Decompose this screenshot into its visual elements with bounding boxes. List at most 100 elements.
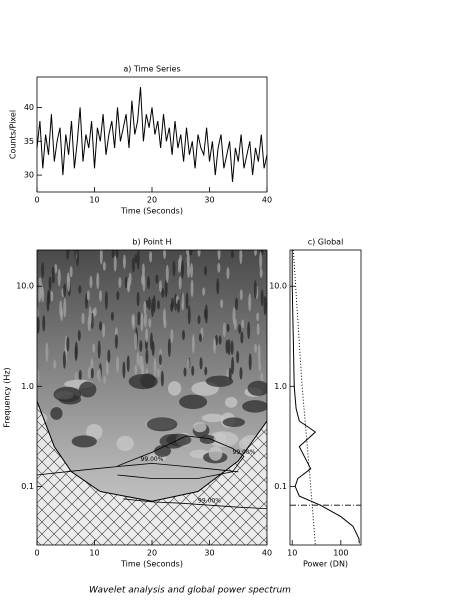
global-spectrum	[291, 250, 360, 544]
wavelet-streak	[162, 308, 166, 326]
x-tick-label: 20	[147, 549, 157, 558]
wavelet-streak	[113, 255, 117, 272]
wavelet-streak	[115, 250, 119, 258]
wavelet-streak	[114, 327, 118, 337]
wavelet-streak	[260, 289, 264, 307]
wavelet-streak	[185, 292, 189, 310]
wavelet-streak	[116, 291, 120, 300]
significance-contour	[37, 462, 239, 476]
wavelet-streak	[86, 290, 90, 301]
wavelet-blob	[193, 422, 207, 433]
wavelet-streak	[57, 268, 61, 287]
wavelet-streak	[99, 321, 103, 331]
wavelet-streak	[235, 297, 239, 311]
wavelet-streak	[213, 337, 217, 354]
x-tick-label: 100	[333, 549, 348, 558]
wavelet-streak	[141, 274, 145, 286]
wavelet-streak	[51, 273, 55, 284]
wavelet-streak	[258, 360, 262, 372]
wavelet-streak	[190, 279, 194, 298]
wavelet-streak	[41, 261, 45, 279]
wavelet-streak	[148, 318, 152, 328]
wavelet-streak	[37, 369, 40, 385]
wavelet-streak	[177, 299, 181, 313]
wavelet-streak	[81, 312, 85, 325]
wavelet-streak	[92, 343, 96, 353]
wavelet-streak	[163, 250, 167, 260]
wavelet-streak	[241, 319, 245, 329]
wavelet-streak	[107, 349, 111, 363]
wavelet-streak	[99, 250, 103, 265]
wavelet-streak	[259, 268, 263, 278]
wavelet-blob	[50, 407, 63, 420]
wavelet-streak	[143, 301, 147, 314]
wavelet-streak	[122, 254, 126, 269]
wavelet-streak	[227, 339, 231, 356]
wavelet-streak	[178, 276, 182, 290]
wavelet-streak	[136, 250, 140, 270]
wavelet-streak	[239, 250, 243, 265]
wavelet-streak	[67, 275, 71, 292]
wavelet-streak	[191, 365, 195, 376]
wavelet-streak	[204, 266, 208, 276]
caption: Wavelet analysis and global power spectr…	[89, 586, 291, 596]
wavelet-streak	[187, 305, 191, 325]
wavelet-streak	[230, 340, 234, 356]
wavelet-streak	[253, 250, 257, 257]
y-axis-label: Counts/Pixel	[9, 110, 18, 159]
wavelet-streak	[111, 250, 115, 258]
y-tick-label: 0.1	[21, 482, 34, 491]
wavelet-blob	[242, 400, 267, 413]
wavelet-streak	[63, 283, 67, 297]
wavelet-streak	[50, 290, 54, 302]
wavelet-streak	[186, 250, 190, 256]
cone-of-influence	[37, 401, 267, 502]
y-tick-label: 10.0	[269, 282, 287, 291]
wavelet-blob	[222, 417, 245, 428]
x-axis-label: Time (Seconds)	[120, 207, 183, 216]
x-axis-label: Time (Seconds)	[120, 560, 183, 569]
wavelet-streak	[147, 276, 151, 289]
wavelet-streak	[124, 276, 128, 289]
wavelet-streak	[45, 342, 49, 363]
wavelet-blob	[247, 380, 267, 396]
wavelet-streak	[78, 285, 82, 294]
wavelet-image	[37, 250, 267, 545]
wavelet-streak	[147, 296, 151, 311]
wavelet-streak	[155, 274, 159, 284]
wavelet-blob	[146, 417, 178, 432]
y-tick-label: 1.0	[274, 382, 287, 391]
wavelet-blob	[71, 435, 97, 448]
wavelet-streak	[232, 306, 236, 325]
wavelet-streak	[247, 321, 251, 340]
wavelet-blob	[53, 386, 82, 403]
wavelet-streak	[103, 375, 107, 384]
wavelet-streak	[170, 302, 174, 312]
x-axis-label: Power (DN)	[303, 560, 348, 569]
y-tick-label: 1.0	[21, 382, 34, 391]
wavelet-streak	[189, 250, 193, 256]
wavelet-streak	[131, 257, 135, 273]
wavelet-streak	[139, 340, 143, 353]
wavelet-streak	[187, 261, 191, 279]
wavelet-streak	[186, 358, 190, 369]
wavelet-streak	[202, 287, 206, 296]
wavelet-blob	[205, 375, 234, 387]
x-tick-label: 40	[262, 549, 272, 558]
wavelet-streak	[134, 364, 138, 375]
wavelet-streak	[198, 333, 202, 342]
wavelet-streak	[47, 289, 51, 302]
wavelet-streak	[197, 315, 201, 325]
wavelet-streak	[260, 372, 264, 384]
time-series-line	[36, 87, 268, 182]
wavelet-streak	[263, 295, 267, 316]
wavelet-streak	[231, 356, 235, 375]
wavelet-streak	[182, 329, 186, 341]
wavelet-streak	[136, 291, 140, 307]
wavelet-streak	[89, 275, 93, 289]
wavelet-streak	[218, 335, 222, 345]
wavelet-streak	[158, 280, 162, 293]
wavelet-streak	[170, 328, 174, 343]
wavelet-streak	[38, 277, 42, 287]
wavelet-streak	[54, 263, 58, 274]
